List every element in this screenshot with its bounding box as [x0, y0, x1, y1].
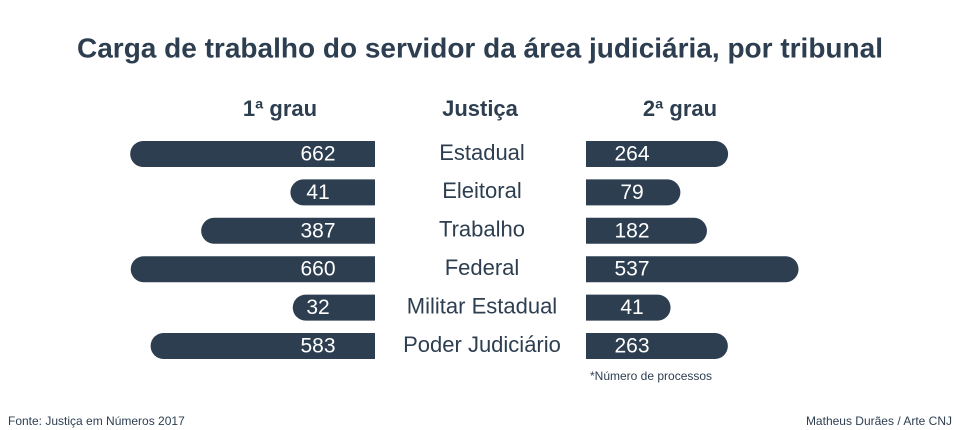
- credit: Matheus Durães / Arte CNJ: [806, 414, 952, 428]
- bar: [586, 179, 681, 206]
- category-label: Eleitoral: [442, 178, 521, 203]
- bar: [290, 179, 375, 206]
- bar: [292, 294, 375, 321]
- bar: [586, 294, 671, 321]
- value-label: 662: [300, 143, 335, 166]
- value-label: 263: [614, 335, 649, 358]
- bar: [586, 256, 799, 283]
- value-label: 41: [306, 181, 329, 204]
- category-label: Federal: [445, 255, 520, 280]
- category-label: Estadual: [439, 140, 525, 165]
- value-label: 387: [300, 219, 335, 242]
- source: Fonte: Justiça em Números 2017: [8, 414, 185, 428]
- legend-left: 1ª grau: [243, 96, 317, 121]
- bar: [586, 141, 729, 167]
- legend-right: 2ª grau: [643, 96, 717, 121]
- category-label: Militar Estadual: [407, 293, 557, 318]
- bar: [130, 256, 375, 283]
- value-label: 660: [300, 258, 335, 281]
- category-label: Trabalho: [439, 217, 525, 242]
- bar: [586, 217, 707, 244]
- chart-title: Carga de trabalho do servidor da área ju…: [77, 32, 883, 63]
- value-label: 41: [620, 296, 643, 319]
- value-label: 79: [620, 181, 643, 204]
- value-label: 182: [614, 219, 649, 242]
- category-label: Poder Judiciário: [403, 332, 561, 357]
- bar: [201, 217, 375, 244]
- value-label: 32: [306, 296, 329, 319]
- bar: [586, 333, 728, 359]
- bar: [150, 333, 375, 359]
- value-label: 264: [614, 143, 649, 166]
- note: *Número de processos: [590, 369, 712, 383]
- value-label: 583: [300, 335, 335, 358]
- bar: [130, 141, 375, 167]
- value-label: 537: [614, 258, 649, 281]
- category-header: Justiça: [442, 96, 519, 121]
